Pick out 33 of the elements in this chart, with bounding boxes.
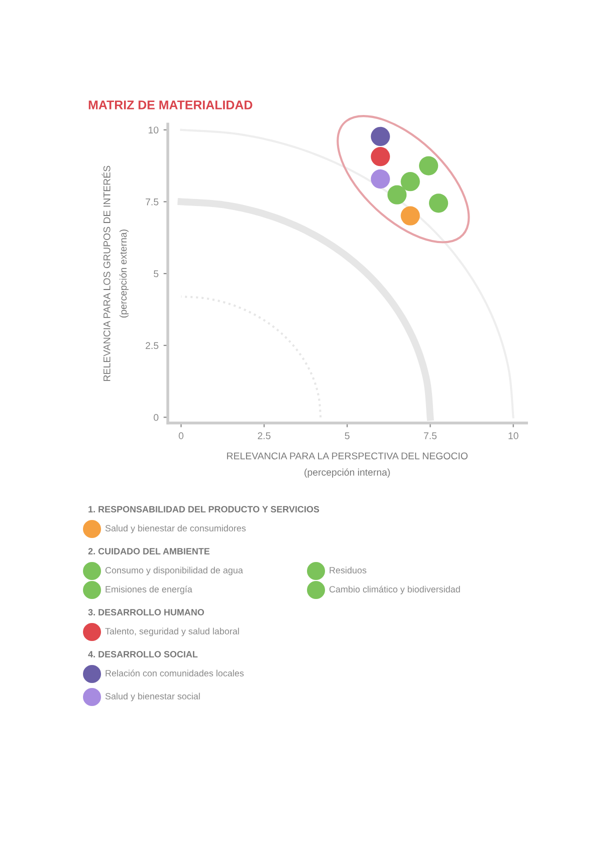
legend-label: Salud y bienestar de consumidores — [105, 524, 246, 534]
point — [428, 194, 448, 213]
legend-label: Salud y bienestar social — [105, 692, 200, 702]
y-tick-label: 10 — [148, 126, 158, 134]
legend-label: Emisiones de energía — [106, 586, 192, 594]
point — [370, 147, 390, 166]
y-tick-label: 5 — [154, 270, 158, 278]
x-tick-label: 5 — [344, 432, 350, 440]
legend-label: Cambio climático y biodiversidad — [329, 586, 460, 594]
point — [400, 206, 420, 226]
point — [370, 169, 390, 189]
x-tick-label: 10 — [508, 432, 518, 440]
text: 2. CUIDADO DEL AMBIENTE — [88, 548, 210, 554]
x-tick-label: 0 — [178, 432, 184, 440]
y-tick-label: 2.5 — [146, 342, 158, 350]
y-tick-label: 0 — [154, 414, 158, 421]
point — [387, 185, 407, 204]
x-tick-label: 7.5 — [424, 432, 437, 440]
legend-label: Residuos — [330, 566, 366, 574]
y-axis-title: RELEVANCIA PARA LOS GRUPOS DE INTERÉS (percepción externa) — [102, 166, 129, 381]
text: 4. DESARROLLO SOCIAL — [88, 651, 198, 658]
point — [370, 126, 390, 146]
x-tick-label: 2.5 — [258, 432, 270, 440]
text: 1. RESPONSABILIDAD DEL PRODUCTO Y SERVICIOS — [88, 506, 320, 512]
point — [400, 172, 420, 192]
legend-label: Talento, seguridad y salud laboral — [105, 628, 239, 636]
x-axis-title: RELEVANCIA PARA LA PERSPECTIVA DEL NEGOCIO (percepción interna) — [227, 452, 468, 478]
point — [419, 156, 438, 176]
legend-label: Consumo y disponibilidad de agua — [105, 566, 244, 576]
legend-label: Relación con comunidades locales — [106, 670, 244, 676]
y-tick-label: 7.5 — [146, 198, 158, 206]
chart-title: MATRIZ DE MATERIALIDAD — [88, 100, 252, 110]
text: 3. DESARROLLO HUMANO — [88, 609, 204, 616]
